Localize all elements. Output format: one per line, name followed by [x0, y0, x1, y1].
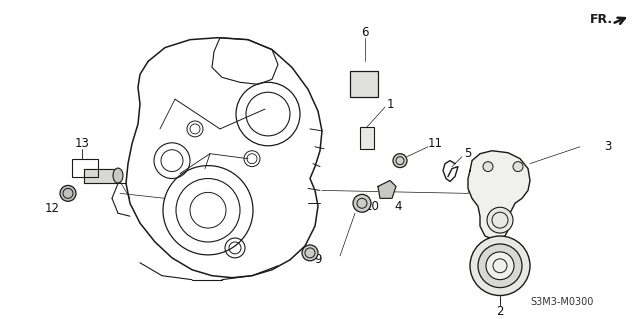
Circle shape: [470, 236, 530, 295]
Circle shape: [478, 244, 522, 288]
Polygon shape: [378, 181, 396, 198]
Polygon shape: [84, 168, 118, 183]
Circle shape: [513, 162, 523, 172]
Text: 2: 2: [496, 305, 504, 318]
Circle shape: [353, 194, 371, 212]
Circle shape: [487, 207, 513, 233]
Circle shape: [60, 185, 76, 201]
Text: 1: 1: [387, 98, 394, 111]
Text: FR.: FR.: [590, 13, 613, 26]
Circle shape: [483, 162, 493, 172]
Text: 5: 5: [464, 147, 472, 160]
Text: 13: 13: [75, 137, 90, 150]
Polygon shape: [468, 151, 530, 240]
Text: S3M3-M0300: S3M3-M0300: [531, 297, 594, 308]
Bar: [72, 159, 98, 176]
Circle shape: [302, 245, 318, 261]
Text: 3: 3: [604, 140, 612, 153]
Ellipse shape: [113, 168, 123, 183]
Circle shape: [393, 154, 407, 167]
Text: 12: 12: [45, 202, 60, 215]
Text: 6: 6: [361, 26, 369, 39]
Bar: [350, 71, 378, 97]
Bar: [360, 127, 374, 149]
Text: 9: 9: [314, 253, 322, 266]
Text: 4: 4: [394, 200, 402, 213]
Text: 10: 10: [365, 200, 380, 213]
Text: 11: 11: [428, 137, 442, 150]
Circle shape: [486, 252, 514, 280]
